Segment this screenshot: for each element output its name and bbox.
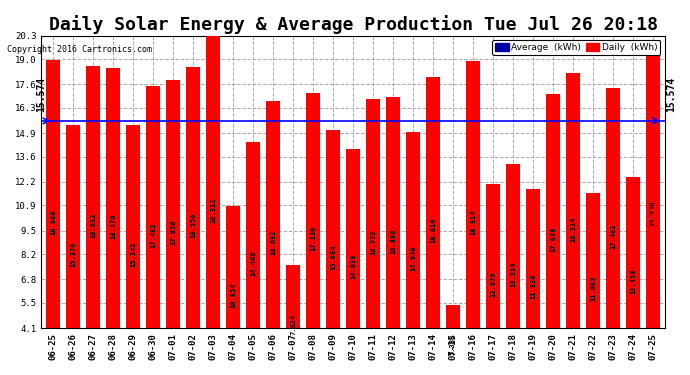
Bar — [246, 142, 260, 375]
Text: 19.936: 19.936 — [650, 201, 656, 226]
Bar — [546, 94, 560, 375]
Text: 18.550: 18.550 — [190, 213, 196, 238]
Bar — [66, 124, 80, 375]
Text: 11.602: 11.602 — [590, 276, 596, 301]
Text: 18.960: 18.960 — [50, 209, 57, 235]
Bar — [206, 35, 220, 375]
Text: Copyright 2016 Cartronics.com: Copyright 2016 Cartronics.com — [7, 45, 152, 54]
Text: 14.940: 14.940 — [410, 246, 416, 271]
Bar — [126, 125, 140, 375]
Bar — [486, 184, 500, 375]
Text: 18.214: 18.214 — [570, 216, 576, 242]
Text: 5.388: 5.388 — [450, 334, 456, 355]
Bar — [426, 77, 440, 375]
Text: 17.856: 17.856 — [170, 219, 176, 245]
Bar — [606, 88, 620, 375]
Text: 14.406: 14.406 — [250, 251, 256, 276]
Bar — [326, 130, 340, 375]
Bar — [106, 69, 120, 375]
Text: 17.130: 17.130 — [310, 226, 316, 251]
Title: Daily Solar Energy & Average Production Tue Jul 26 20:18: Daily Solar Energy & Average Production … — [48, 15, 658, 34]
Bar — [46, 60, 60, 375]
Bar — [646, 42, 660, 375]
Text: 15.370: 15.370 — [70, 242, 77, 267]
Bar — [146, 87, 160, 375]
Bar — [406, 132, 420, 375]
Bar — [346, 149, 360, 375]
Text: 12.458: 12.458 — [630, 268, 636, 294]
Text: 17.482: 17.482 — [150, 223, 156, 248]
Text: 15.574: 15.574 — [37, 76, 46, 112]
Bar — [306, 93, 320, 375]
Text: 15.342: 15.342 — [130, 242, 137, 267]
Text: 17.402: 17.402 — [610, 224, 616, 249]
Text: 7.624: 7.624 — [290, 314, 296, 335]
Text: 10.854: 10.854 — [230, 282, 236, 308]
Bar — [506, 164, 520, 375]
Text: 16.880: 16.880 — [390, 228, 396, 254]
Text: 15.574: 15.574 — [666, 76, 676, 112]
Bar — [86, 66, 100, 375]
Text: 15.084: 15.084 — [330, 244, 336, 270]
Text: 14.038: 14.038 — [350, 254, 356, 279]
Bar — [446, 305, 460, 375]
Bar — [566, 73, 580, 375]
Bar — [386, 98, 400, 375]
Bar — [166, 80, 180, 375]
Bar — [266, 101, 280, 375]
Text: 11.830: 11.830 — [530, 274, 536, 299]
Bar — [286, 265, 300, 375]
Bar — [366, 99, 380, 375]
Text: 18.016: 18.016 — [430, 218, 436, 243]
Text: 18.476: 18.476 — [110, 214, 117, 239]
Bar — [186, 67, 200, 375]
Text: 20.312: 20.312 — [210, 197, 216, 222]
Text: 17.078: 17.078 — [550, 226, 556, 252]
Text: 12.076: 12.076 — [490, 272, 496, 297]
Text: 13.214: 13.214 — [510, 261, 516, 286]
Bar — [626, 177, 640, 375]
Legend: Average  (kWh), Daily  (kWh): Average (kWh), Daily (kWh) — [493, 40, 660, 55]
Text: 16.692: 16.692 — [270, 230, 276, 255]
Bar — [526, 189, 540, 375]
Bar — [586, 193, 600, 375]
Text: 18.612: 18.612 — [90, 212, 97, 238]
Bar — [466, 61, 480, 375]
Text: 16.772: 16.772 — [370, 229, 376, 255]
Text: 18.914: 18.914 — [470, 210, 476, 235]
Bar — [226, 206, 240, 375]
